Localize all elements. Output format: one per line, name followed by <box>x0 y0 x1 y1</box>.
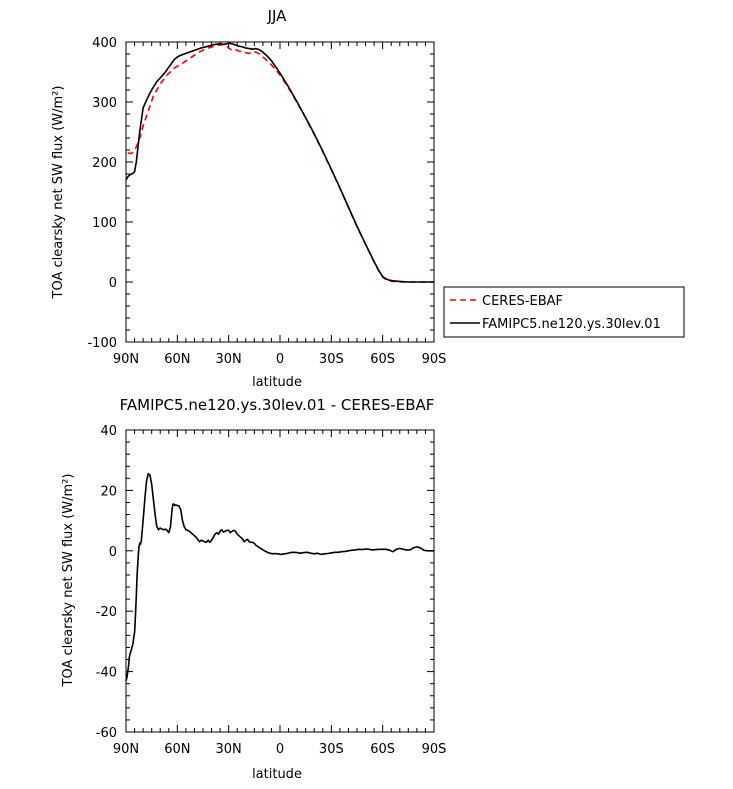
bottom-y-tick-label: 20 <box>100 484 117 499</box>
top-x-tick-label: 0 <box>276 352 284 367</box>
bottom-series-layer <box>125 472 434 681</box>
top-x-axis-label: latitude <box>252 375 302 390</box>
legend: CERES-EBAF FAMIPC5.ne120.ys.30lev.01 <box>443 286 685 338</box>
bottom-x-tick-label: 0 <box>276 742 284 757</box>
bottom-y-axis-label: TOA clearsky net SW flux (W/m²) <box>61 474 76 688</box>
top-x-tick-label: 90S <box>422 352 447 367</box>
bottom-panel: FAMIPC5.ne120.ys.30lev.01 - CERES-EBAF l… <box>61 396 446 782</box>
top-chart-title: JJA <box>267 7 288 25</box>
bottom-y-tick-label: 40 <box>100 424 117 439</box>
bottom-x-tick-label: 60N <box>164 742 190 757</box>
top-x-tick-label: 90N <box>113 352 139 367</box>
top-y-axis-label: TOA clearsky net SW flux (W/m²) <box>51 86 66 300</box>
top-panel: JJA latitude TOA clearsky net SW flux (W… <box>51 7 446 390</box>
bottom-chart-title: FAMIPC5.ne120.ys.30lev.01 - CERES-EBAF <box>120 396 435 414</box>
legend-box <box>443 286 685 338</box>
bottom-tick-layer: 90N 60N 30N 0 30S 60S 90S -60 -40 -20 0 20 40 <box>96 424 447 757</box>
bottom-y-tick-label: 0 <box>109 545 117 560</box>
top-series-line-1 <box>125 42 434 283</box>
top-series-layer <box>125 42 434 283</box>
top-x-tick-label: 60S <box>370 352 395 367</box>
top-x-tick-label: 30S <box>319 352 344 367</box>
top-y-tick-label: 300 <box>92 96 117 111</box>
top-y-tick-label: 0 <box>109 276 117 291</box>
top-x-tick-label: 60N <box>164 352 190 367</box>
bottom-x-tick-label: 30S <box>319 742 344 757</box>
top-y-tick-label: 400 <box>92 36 117 51</box>
top-y-tick-label: 200 <box>92 156 117 171</box>
bottom-x-tick-label: 60S <box>370 742 395 757</box>
bottom-y-tick-label: -40 <box>96 666 117 681</box>
top-x-tick-label: 30N <box>216 352 242 367</box>
bottom-y-tick-label: -20 <box>96 605 117 620</box>
legend-label-famipc5: FAMIPC5.ne120.ys.30lev.01 <box>482 317 661 332</box>
bottom-plot-frame <box>125 429 435 733</box>
bottom-y-tick-label: -60 <box>96 726 117 741</box>
legend-label-ceres: CERES-EBAF <box>482 294 563 309</box>
top-tick-layer: 90N 60N 30N 0 30S 60S 90S -100 0 100 200 300 400 <box>87 36 446 367</box>
top-series-line-0 <box>127 43 434 283</box>
top-plot-frame <box>125 41 435 343</box>
bottom-x-tick-label: 30N <box>216 742 242 757</box>
bottom-x-axis-label: latitude <box>252 767 302 782</box>
bottom-series-line-0 <box>125 472 434 681</box>
top-y-tick-label: -100 <box>87 336 117 351</box>
bottom-x-tick-label: 90N <box>113 742 139 757</box>
bottom-x-tick-label: 90S <box>422 742 447 757</box>
top-y-tick-label: 100 <box>92 216 117 231</box>
